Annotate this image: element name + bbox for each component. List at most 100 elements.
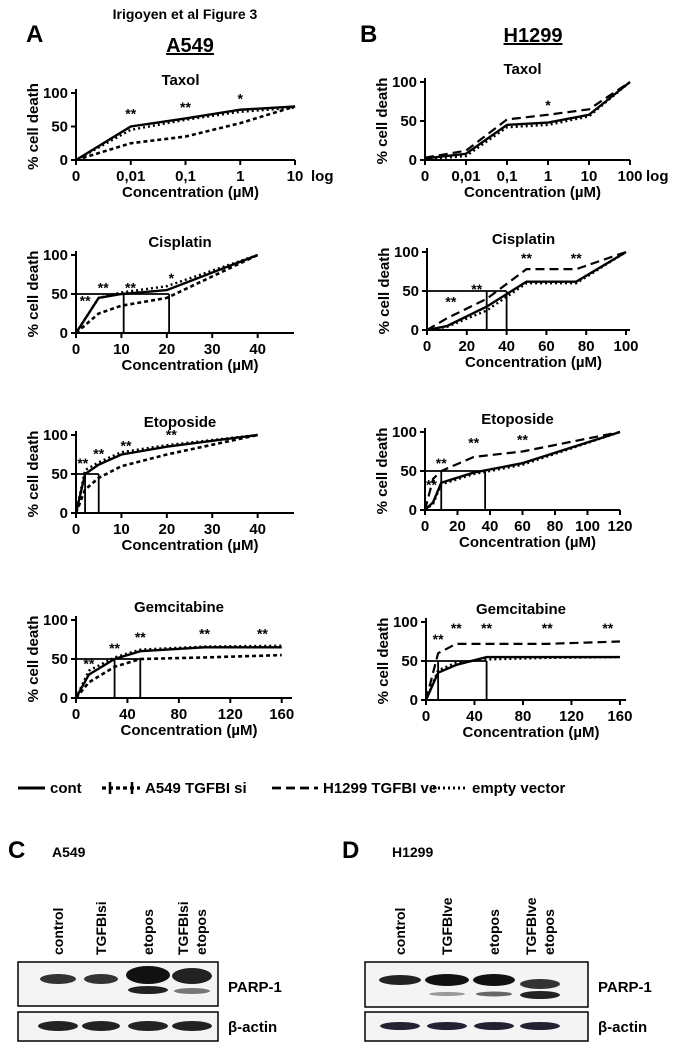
- x-tick-label: 20: [158, 341, 175, 358]
- x-tick-label: 0: [423, 338, 431, 355]
- significance-mark: **: [468, 435, 479, 451]
- series-line: [424, 640, 620, 701]
- y-tick-label: 50: [51, 651, 68, 668]
- x-tick-label: 160: [269, 706, 294, 723]
- x-tick-label: 0: [72, 168, 80, 185]
- y-tick-label: 100: [392, 424, 417, 441]
- series-line: [75, 253, 259, 334]
- x-tick-label: 40: [249, 341, 266, 358]
- x-tick-label: 100: [617, 168, 642, 185]
- significance-mark: **: [602, 620, 613, 636]
- x-tick-label: 10: [287, 168, 304, 185]
- y-tick-label: 50: [402, 283, 419, 300]
- x-axis-title: Concentration (µM): [122, 184, 259, 201]
- significance-mark: **: [135, 629, 146, 645]
- y-axis-title: % cell death: [374, 428, 391, 515]
- row-label: PARP-1: [228, 979, 282, 996]
- x-tick-label: 10: [581, 168, 598, 185]
- x-tick-label: 100: [614, 338, 639, 355]
- axis-note: log: [646, 168, 669, 185]
- x-tick-label: 0: [72, 521, 80, 538]
- x-tick-label: 0,1: [497, 168, 518, 185]
- x-tick-label: 40: [119, 706, 136, 723]
- series-line: [424, 81, 631, 159]
- series-line: [74, 253, 259, 334]
- series-line: [426, 250, 627, 332]
- chart-title: Taxol: [161, 72, 199, 89]
- x-axis-title: Concentration (µM): [459, 534, 596, 551]
- x-tick-label: 10: [113, 341, 130, 358]
- y-tick-label: 50: [400, 463, 417, 480]
- x-tick-label: 80: [515, 708, 532, 725]
- significance-mark: **: [517, 431, 528, 447]
- significance-mark: **: [257, 626, 268, 642]
- x-tick-label: 20: [458, 338, 475, 355]
- significance-mark: **: [571, 250, 582, 266]
- legend-label: cont: [50, 780, 82, 797]
- significance-mark: *: [169, 270, 175, 286]
- x-tick-label: 20: [158, 521, 175, 538]
- x-tick-label: 20: [449, 518, 466, 535]
- panel-title: H1299: [504, 25, 563, 47]
- y-tick-label: 0: [409, 152, 417, 169]
- y-tick-label: 50: [401, 653, 418, 670]
- lane-label: control: [50, 908, 66, 955]
- significance-mark: **: [426, 477, 437, 493]
- significance-mark: **: [80, 293, 91, 309]
- panel-title: A549: [166, 35, 214, 57]
- panel-title: A549: [52, 844, 86, 860]
- chart-title: Cisplatin: [492, 231, 555, 248]
- y-tick-label: 100: [43, 612, 68, 629]
- significance-mark: **: [542, 620, 553, 636]
- chart-title: Taxol: [503, 61, 541, 78]
- lane-label: TGFBIsi: [93, 901, 109, 955]
- x-tick-label: 40: [466, 708, 483, 725]
- x-tick-label: 0,01: [451, 168, 480, 185]
- row-label: β-actin: [598, 1019, 647, 1036]
- x-axis-title: Concentration (µM): [122, 357, 259, 374]
- series-line: [424, 81, 631, 160]
- y-axis-title: % cell death: [25, 431, 42, 518]
- y-tick-label: 0: [60, 325, 68, 342]
- series-line: [74, 653, 282, 699]
- y-tick-label: 100: [392, 74, 417, 91]
- x-tick-label: 80: [578, 338, 595, 355]
- x-tick-label: 30: [204, 521, 221, 538]
- x-tick-label: 40: [482, 518, 499, 535]
- significance-mark: **: [521, 250, 532, 266]
- x-tick-label: 0: [422, 708, 430, 725]
- x-axis-title: Concentration (µM): [463, 724, 600, 741]
- y-axis-title: % cell death: [374, 78, 391, 165]
- series-line: [75, 105, 296, 162]
- lane-label: etopos: [486, 909, 502, 955]
- panel-title: H1299: [392, 844, 433, 860]
- lane-label: TGFBIve: [523, 897, 539, 955]
- series-line: [426, 250, 627, 331]
- series-line: [75, 105, 296, 162]
- x-tick-label: 40: [498, 338, 515, 355]
- y-tick-label: 100: [394, 244, 419, 261]
- panel-letter: C: [8, 837, 25, 864]
- axis-note: log: [311, 168, 334, 185]
- x-axis-title: Concentration (µM): [122, 537, 259, 554]
- figure-title: Irigoyen et al Figure 3: [113, 6, 258, 22]
- x-tick-label: 100: [575, 518, 600, 535]
- significance-mark: **: [180, 99, 191, 115]
- blot-image: [364, 961, 589, 1042]
- y-axis-title: % cell death: [25, 616, 42, 703]
- significance-mark: **: [109, 640, 120, 656]
- x-tick-label: 40: [249, 521, 266, 538]
- significance-mark: **: [445, 294, 456, 310]
- y-axis-title: % cell death: [25, 83, 42, 170]
- significance-mark: *: [238, 91, 244, 107]
- x-tick-label: 160: [607, 708, 632, 725]
- significance-mark: **: [451, 620, 462, 636]
- significance-mark: **: [433, 631, 444, 647]
- series-line: [424, 655, 620, 701]
- panel-letter: A: [26, 21, 43, 48]
- series-line: [74, 433, 258, 514]
- lane-label: TGFBIve: [439, 897, 455, 955]
- y-axis-title: % cell death: [25, 251, 42, 338]
- y-tick-label: 0: [60, 690, 68, 707]
